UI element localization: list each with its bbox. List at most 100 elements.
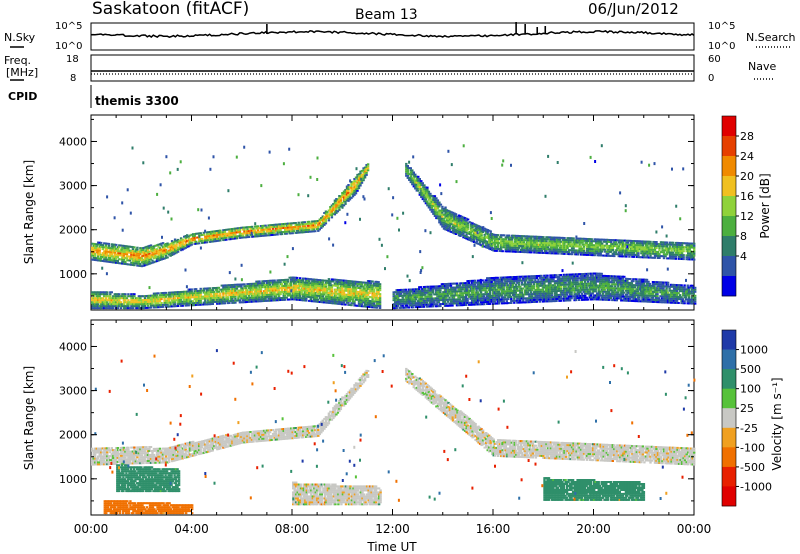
echo-cell (347, 293, 350, 296)
echo-cell (265, 291, 269, 294)
echo-cell (208, 238, 211, 241)
echo-cell (534, 235, 538, 238)
echo-cell (422, 287, 426, 290)
echo-cell (685, 258, 688, 261)
echo-cell (452, 288, 456, 291)
echo-cell (579, 245, 583, 248)
echo-cell (653, 250, 657, 253)
echo-cell (202, 291, 205, 294)
echo-cell (140, 303, 144, 306)
echo-cell (683, 242, 687, 245)
echo-cell (107, 307, 110, 310)
echo-cell (308, 230, 311, 233)
echo-cell (246, 289, 249, 292)
echo-cell (414, 185, 417, 188)
echo-cell (406, 298, 409, 301)
echo-cell (483, 239, 486, 242)
echo-cell (401, 298, 404, 301)
echo-cell (284, 286, 287, 289)
echo-cell (250, 294, 254, 297)
echo-cell (659, 243, 663, 246)
echo-cell (244, 232, 248, 235)
echo-cell (445, 294, 448, 297)
echo-cell (255, 298, 258, 301)
echo-cell (294, 278, 297, 281)
echo-cell (564, 241, 568, 243)
echo-cell (458, 304, 462, 307)
echo-cell (226, 300, 230, 303)
echo-cell (250, 235, 254, 238)
echo-cell (273, 279, 276, 282)
echo-cell (531, 235, 535, 238)
echo-cell (631, 247, 634, 250)
echo-cell (309, 284, 312, 287)
echo-cell (136, 305, 139, 308)
echo-cell (145, 299, 148, 301)
echo-cell (590, 254, 593, 257)
echo-cell (166, 305, 169, 308)
echo-cell (256, 288, 260, 291)
echo-cell (302, 279, 305, 282)
echo-cell (208, 295, 211, 298)
echo-cell (287, 224, 290, 227)
echo-cell (690, 252, 693, 255)
echo-cell (598, 238, 601, 241)
echo-cell (250, 298, 254, 301)
echo-cell (454, 286, 457, 289)
echo-cell (146, 300, 150, 303)
echo-cell (410, 296, 413, 299)
echo-cell (533, 247, 536, 250)
echo-cell (558, 242, 562, 245)
echo-cell (181, 242, 184, 245)
echo-cell (259, 231, 263, 233)
echo-cell (124, 297, 127, 300)
echo-cell (687, 258, 690, 261)
echo-cell (374, 282, 377, 285)
echo-cell (219, 296, 222, 299)
echo-cell (448, 302, 451, 305)
echo-cell (447, 221, 450, 224)
echo-cell (214, 236, 217, 239)
echo-cell (258, 290, 261, 293)
echo-cell (244, 297, 248, 300)
echo-cell (305, 281, 308, 284)
echo-cell (255, 282, 258, 285)
echo-cell (133, 264, 136, 267)
echo-cell (397, 303, 400, 305)
echo-cell (265, 284, 269, 286)
echo-cell (530, 245, 533, 248)
echo-cell (398, 295, 401, 297)
echo-cell (420, 184, 423, 186)
echo-cell (400, 302, 403, 305)
echo-cell (443, 300, 447, 303)
echo-cell (348, 280, 352, 283)
echo-cell (374, 284, 377, 287)
echo-cell (357, 283, 361, 286)
echo-cell (469, 223, 473, 226)
echo-cell (113, 299, 116, 302)
echo-cell (536, 251, 539, 254)
echo-cell (545, 236, 548, 239)
echo-cell (172, 241, 175, 244)
echo-cell (425, 301, 429, 304)
echo-cell (673, 255, 676, 258)
echo-cell (122, 254, 126, 257)
echo-cell (592, 240, 595, 243)
echo-cell (312, 290, 315, 293)
echo-cell (121, 252, 124, 255)
echo-cell (601, 244, 604, 247)
echo-cell (309, 282, 312, 285)
echo-cell (344, 197, 347, 199)
echo-cell (127, 263, 130, 266)
echo-cell (492, 249, 495, 252)
echo-cell (443, 291, 447, 293)
echo-cell (546, 248, 550, 251)
echo-cell (118, 246, 121, 249)
echo-cell (635, 256, 639, 258)
echo-cell (400, 294, 403, 297)
echo-cell (113, 243, 116, 246)
echo-cell (338, 283, 341, 286)
echo-cell (430, 202, 434, 205)
echo-cell (670, 253, 673, 256)
echo-cell (271, 281, 275, 284)
